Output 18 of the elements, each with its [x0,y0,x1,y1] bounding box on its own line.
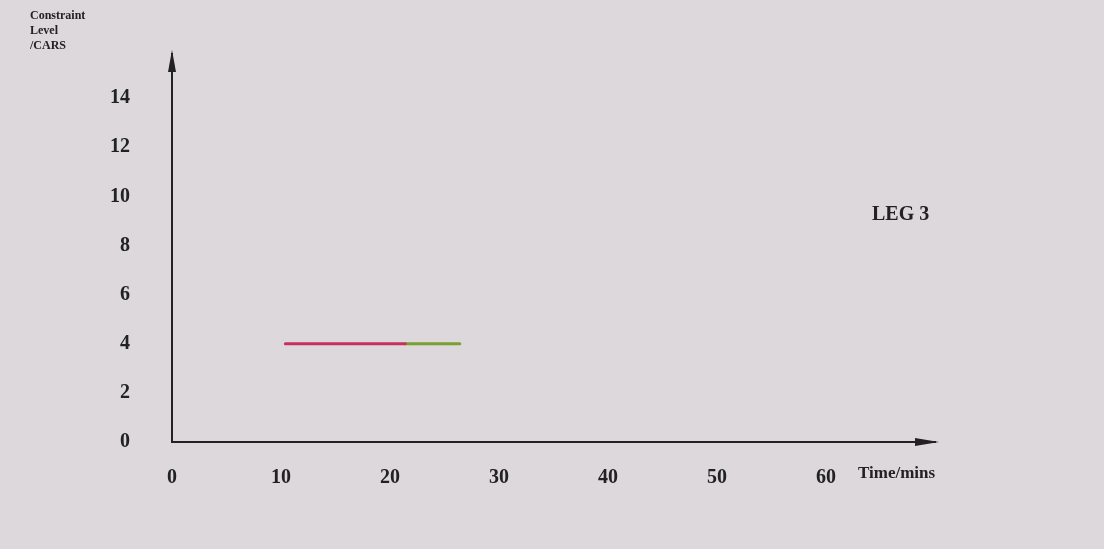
y-tick-label: 8 [120,232,130,255]
x-tick-label: 50 [707,465,727,488]
y-tick-label: 10 [110,183,130,206]
annotation: LEG 3 [872,202,930,225]
x-tick-label: 0 [167,465,177,488]
y-tick-label: 0 [120,429,130,452]
x-tick-label: 20 [380,465,400,488]
x-tick-label: 30 [489,465,509,488]
y-tick-label: 2 [120,380,130,403]
y-tick-label: 14 [110,85,130,108]
y-tick-label: 6 [120,281,130,304]
y-tick-label: 12 [110,134,130,157]
x-tick-label: 10 [271,465,291,488]
x-tick-label: 40 [598,465,618,488]
x-axis-title: Time/mins [858,463,936,483]
x-tick-label: 60 [816,465,836,488]
y-axis-title: Constraint Level /CARS [30,8,87,53]
y-tick-label: 4 [120,330,130,353]
